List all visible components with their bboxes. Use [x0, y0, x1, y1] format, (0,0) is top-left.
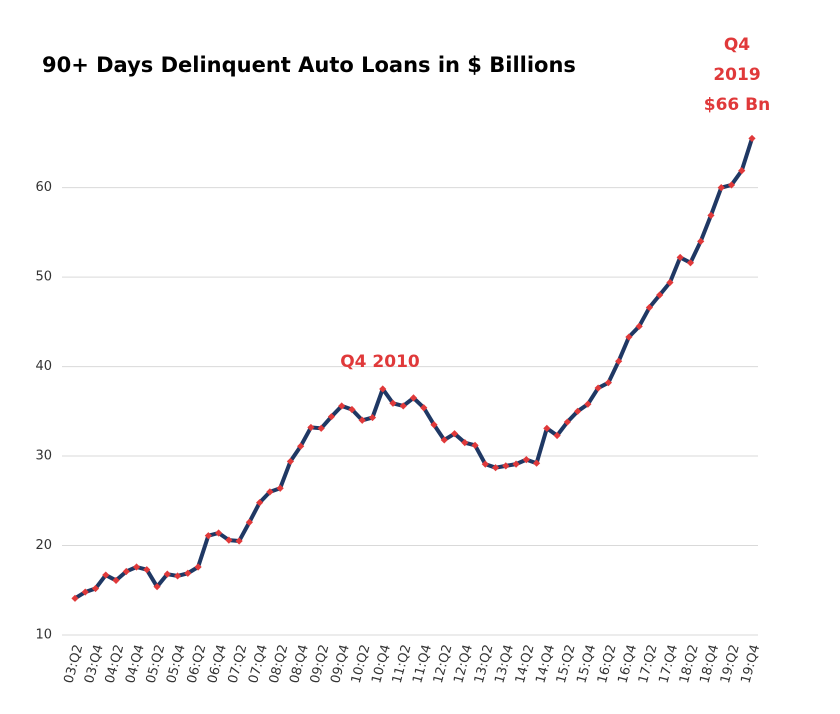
- data-marker: [71, 594, 79, 602]
- data-marker: [748, 134, 756, 143]
- data-marker: [481, 460, 489, 468]
- data-marker: [307, 423, 315, 432]
- data-marker: [461, 439, 469, 447]
- data-marker: [717, 184, 725, 192]
- data-marker: [327, 413, 336, 421]
- data-marker: [532, 459, 541, 467]
- data-marker: [625, 333, 633, 341]
- data-marker: [676, 253, 684, 262]
- chart-title: 90+ Days Delinquent Auto Loans in $ Bill…: [42, 53, 576, 77]
- data-marker: [656, 291, 664, 299]
- data-marker: [522, 456, 530, 464]
- annotation: 2019: [713, 65, 760, 85]
- y-tick-label: 40: [35, 359, 52, 374]
- data-marker: [102, 571, 110, 579]
- data-marker: [399, 402, 407, 410]
- data-marker: [317, 424, 325, 432]
- y-tick-label: 60: [35, 180, 52, 195]
- data-marker: [502, 462, 510, 470]
- data-marker: [215, 529, 223, 537]
- data-marker: [389, 399, 397, 407]
- data-marker: [153, 583, 161, 591]
- data-marker: [707, 211, 715, 219]
- data-marker: [615, 357, 623, 365]
- data-marker: [235, 537, 243, 545]
- data-marker: [604, 379, 612, 387]
- data-marker: [420, 404, 428, 412]
- data-marker: [348, 405, 356, 414]
- data-marker: [512, 460, 520, 468]
- data-marker: [491, 464, 500, 472]
- data-marker: [450, 430, 459, 438]
- annotation: $66 Bn: [704, 95, 770, 115]
- y-tick-label: 30: [35, 449, 52, 464]
- data-marker: [686, 259, 695, 267]
- data-marker: [204, 532, 212, 540]
- data-marker: [430, 421, 438, 429]
- data-marker: [440, 436, 448, 444]
- data-marker: [225, 536, 233, 544]
- data-marker: [666, 278, 674, 287]
- data-marker: [738, 167, 746, 175]
- data-marker: [184, 569, 192, 577]
- data-marker: [727, 181, 736, 189]
- annotation: Q4 2010: [340, 352, 420, 372]
- data-marker: [91, 584, 100, 593]
- data-marker: [112, 576, 120, 585]
- data-marker: [266, 488, 274, 496]
- y-tick-label: 10: [35, 628, 52, 643]
- data-marker: [143, 566, 151, 574]
- data-marker: [122, 567, 130, 576]
- data-marker: [543, 424, 551, 432]
- x-tick-label: 19:Q4: [739, 643, 764, 685]
- data-marker: [379, 385, 387, 393]
- data-marker: [338, 402, 346, 410]
- data-marker: [173, 572, 182, 580]
- data-marker: [194, 563, 202, 571]
- data-marker: [256, 498, 264, 507]
- y-tick-label: 50: [35, 270, 52, 285]
- data-marker: [471, 441, 479, 449]
- y-tick-label: 20: [35, 538, 52, 553]
- data-marker: [276, 484, 284, 492]
- data-marker: [81, 588, 89, 596]
- data-marker: [697, 237, 705, 245]
- data-marker: [297, 442, 305, 450]
- data-marker: [163, 570, 171, 578]
- data-marker: [645, 303, 654, 312]
- annotation: Q4: [724, 35, 750, 55]
- data-marker: [553, 431, 561, 440]
- data-marker: [635, 322, 643, 330]
- data-marker: [358, 416, 366, 424]
- data-marker: [574, 407, 582, 415]
- data-marker: [286, 457, 295, 466]
- data-marker: [563, 418, 571, 426]
- data-marker: [584, 400, 592, 408]
- data-marker: [368, 413, 377, 422]
- data-marker: [245, 518, 253, 526]
- data-marker: [132, 563, 141, 571]
- data-marker: [594, 384, 602, 392]
- data-marker: [409, 394, 418, 402]
